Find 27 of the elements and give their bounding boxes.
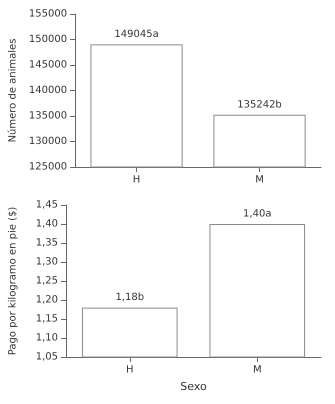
y-axis-title: Número de animales <box>8 38 18 142</box>
y-tick-label: 1,25 <box>36 276 58 286</box>
y-tick-label: 1,05 <box>36 352 58 362</box>
data-label: 1,40a <box>243 208 272 220</box>
y-tick-label: 145000 <box>28 60 68 70</box>
y-tick-label: 155000 <box>28 8 68 20</box>
y-tick-label: 1,35 <box>36 238 58 248</box>
x-tick-label: M <box>252 364 262 376</box>
x-tick-label: H <box>126 364 134 376</box>
y-axis-title: Pago por kilogramo en pie ($) <box>8 206 18 356</box>
y-tick-label: 1,20 <box>36 294 58 306</box>
y-tick-label: 1,15 <box>36 314 58 324</box>
y-tick-label: 150000 <box>28 34 68 45</box>
data-label: 1,18b <box>115 292 144 304</box>
y-tick-label: 1,40 <box>36 218 58 230</box>
data-label: 135242b <box>237 99 282 110</box>
y-tick-label: 1,30 <box>36 256 58 268</box>
x-axis-title: Sexo <box>180 380 207 393</box>
y-tick-label: 125000 <box>28 162 68 172</box>
x-tick-label: M <box>255 174 264 186</box>
y-tick-label: 130000 <box>28 136 68 147</box>
y-tick-label: 1,45 <box>36 200 58 210</box>
y-tick-label: 140000 <box>28 85 68 96</box>
y-tick-label: 1,10 <box>36 332 58 344</box>
x-tick-label: H <box>132 174 140 186</box>
y-tick-label: 135000 <box>28 110 68 122</box>
data-label: 149045a <box>114 28 159 40</box>
